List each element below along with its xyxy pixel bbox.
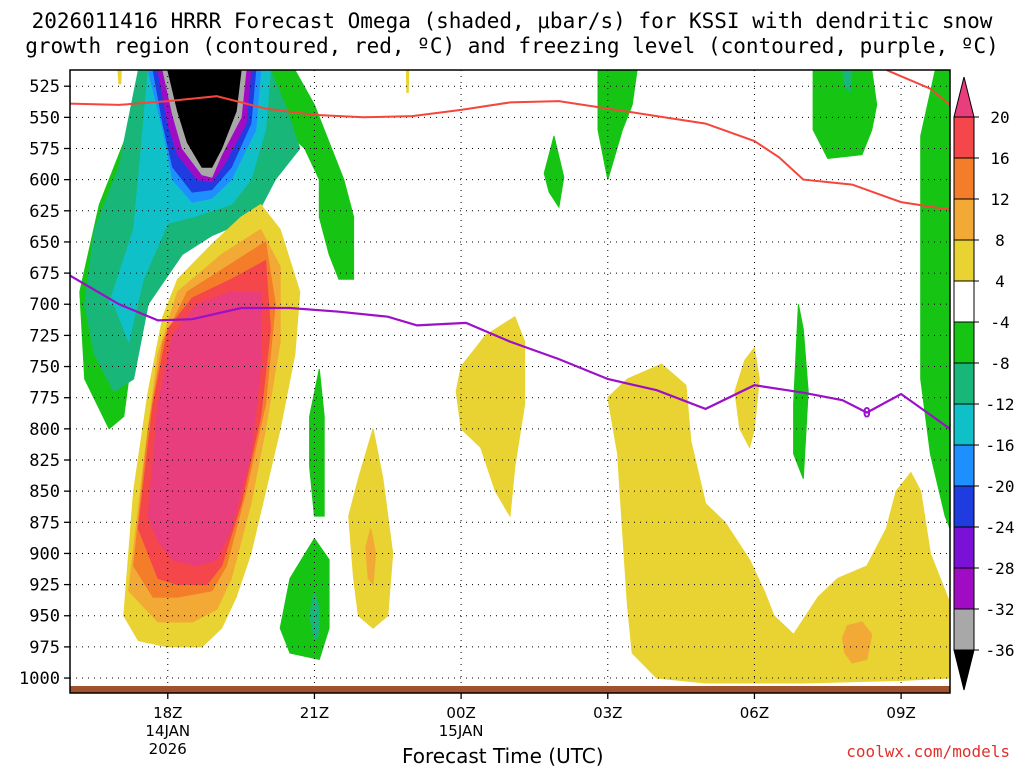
y-tick-label: 950 [29, 607, 60, 627]
x-tick-label: 18Z [153, 704, 182, 722]
colorbar-swatch [953, 239, 975, 282]
colorbar-swatch [953, 567, 975, 610]
colorbar-label: 20 [990, 108, 1009, 127]
y-tick-label: 750 [29, 358, 60, 378]
x-tick-label: 03Z [593, 704, 622, 722]
chart-title-line1: 2026011416 HRRR Forecast Omega (shaded, … [31, 9, 993, 33]
colorbar-swatch [953, 403, 975, 446]
x-tick-date: 15JAN [439, 722, 484, 740]
y-tick-label: 550 [29, 108, 60, 128]
freezing-level-line [70, 274, 950, 430]
colorbar-label: 8 [995, 231, 1005, 250]
omega-region [279, 537, 330, 660]
colorbar-swatch [953, 485, 975, 528]
freezing-level-label: 0 [863, 406, 871, 422]
y-tick-label: 900 [29, 544, 60, 564]
colorbar-label: 16 [990, 149, 1009, 168]
chart-title-line2: growth region (contoured, red, ºC) and f… [25, 34, 999, 58]
colorbar-bottom-arrow [953, 649, 975, 691]
y-tick-label: 650 [29, 233, 60, 253]
omega-region [841, 621, 873, 664]
y-tick-label: 725 [29, 326, 60, 346]
dgz-contour-line [70, 95, 950, 211]
y-tick-label: 800 [29, 420, 60, 440]
y-tick-label: 525 [29, 77, 60, 97]
omega-region [455, 315, 526, 518]
y-axis: 525 550 575 600 625 650 675 700 725 750 775 800 825 8… [19, 77, 70, 689]
omega-region [365, 528, 377, 586]
omega-region [147, 291, 262, 567]
y-tick-label: 775 [29, 389, 60, 409]
y-tick-label: 925 [29, 576, 60, 596]
colorbar-swatch [953, 444, 975, 487]
x-tick-label: 06Z [740, 704, 769, 722]
colorbar-swatch [953, 157, 975, 200]
x-tick-year: 2026 [149, 740, 187, 758]
colorbar-label: 12 [990, 190, 1009, 209]
plot-frame [69, 69, 951, 694]
colorbar-swatch [953, 198, 975, 241]
ground-surface [70, 686, 950, 693]
omega-region [841, 70, 853, 94]
omega-region [920, 70, 950, 529]
y-tick-label: 825 [29, 451, 60, 471]
colorbar-label: -20 [986, 477, 1015, 496]
colorbar-label: -36 [986, 641, 1015, 660]
colorbar-label: -8 [990, 354, 1009, 373]
y-tick-label: 575 [29, 139, 60, 159]
y-tick-label: 600 [29, 171, 60, 191]
colorbar-swatch [953, 116, 975, 159]
colorbar-swatch [953, 321, 975, 364]
y-tick-label: 975 [29, 638, 60, 658]
colorbar-top-arrow [953, 76, 975, 118]
site-credit: coolwx.com/models [846, 742, 1010, 761]
y-tick-label: 700 [29, 295, 60, 315]
omega-region [597, 70, 638, 180]
colorbar-label: -32 [986, 600, 1015, 619]
omega-region [167, 70, 242, 168]
omega-shading [79, 70, 950, 684]
colorbar-label: 4 [995, 272, 1005, 291]
colorbar-swatch [953, 362, 975, 405]
colorbar-label: -16 [986, 436, 1015, 455]
y-tick-label: 625 [29, 202, 60, 222]
colorbar-label: -12 [986, 395, 1015, 414]
y-tick-label: 875 [29, 513, 60, 533]
omega-region [812, 70, 878, 160]
omega-region [309, 368, 325, 517]
x-tick-label: 21Z [300, 704, 329, 722]
omega-region [309, 590, 320, 642]
colorbar-swatch [953, 608, 975, 651]
x-tick-label: 00Z [446, 704, 475, 722]
colorbar-label: -24 [986, 518, 1015, 537]
colorbar-label: -28 [986, 559, 1015, 578]
x-tick-label: 09Z [886, 704, 915, 722]
x-tick-date: 14JAN [145, 722, 190, 740]
colorbar-swatch [953, 526, 975, 569]
omega-region [117, 70, 122, 85]
omega-region [405, 70, 410, 93]
dgz-contour-line [886, 70, 950, 106]
omega-region [734, 346, 760, 449]
colorbar: 20 16 12 8 4 -4 -8 -12 -16 -20 -24 -28 -32 -36 [953, 76, 1015, 691]
y-tick-label: 850 [29, 482, 60, 502]
omega-region [543, 135, 565, 209]
omega-region [607, 363, 950, 684]
colorbar-swatch [953, 280, 975, 323]
contour-lines [70, 70, 950, 430]
colorbar-label: -4 [990, 313, 1009, 332]
y-tick-label: 675 [29, 264, 60, 284]
x-axis-title: Forecast Time (UTC) [402, 744, 604, 768]
y-tick-label: 1000 [19, 669, 60, 689]
